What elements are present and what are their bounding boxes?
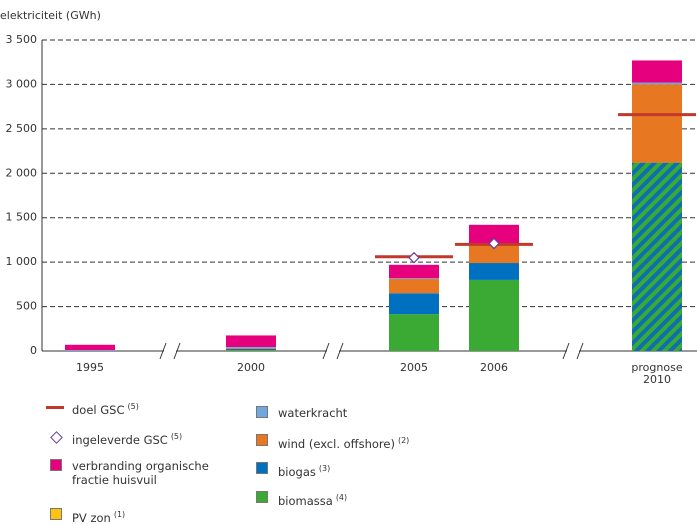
legend-note: (2) [397,436,410,445]
x-tick-label-line: prognose [631,361,682,374]
legend-swatch [256,406,268,418]
legend-swatch [50,508,62,520]
bar-segment [469,244,519,264]
legend-label: ingeleverde GSC [72,433,168,447]
legend-item: PV zon (1) [50,508,232,524]
legend-note: (4) [335,493,348,502]
bar-segment [632,82,682,85]
x-tick-label: prognose 2010 [631,361,682,386]
legend-item: doel GSC (5) [46,400,232,417]
legend-label: wind (excl. offshore) [278,437,395,451]
axis-break-gap [164,348,176,354]
legend-swatch [256,434,268,446]
legend-label: PV zon [72,511,111,524]
axis-break [336,342,344,360]
axis-break [576,342,584,360]
legend-note: (5) [127,402,139,411]
bar-segment [226,347,276,348]
legend-swatch [46,406,64,409]
delivered-marker [488,237,500,250]
x-tick-label: 2000 [237,361,265,374]
bar-segment [389,279,439,294]
legend-note: (3) [318,464,331,473]
legend-item: waterkracht [256,406,478,420]
bar-segment [226,348,276,351]
bar-segment [632,162,682,351]
bar-segment [469,224,519,244]
bar-segment [226,335,276,348]
axis-break [159,342,167,360]
bar-segment [226,347,276,349]
bar-segment [632,84,682,163]
legend-label: biogas [278,465,316,479]
axis-break-gap [567,348,579,354]
legend-note: (5) [170,432,183,441]
legend-label: waterkracht [278,406,348,420]
x-tick-label: 2006 [480,361,508,374]
y-tick-label: 3 500 [6,33,38,46]
y-tick-label: 500 [16,300,37,313]
legend-swatch [256,491,268,503]
bar-segment [65,344,115,351]
legend-note: (1) [113,510,126,519]
legend-swatch [50,431,63,444]
bar-segment [469,279,519,351]
bar-segment [389,293,439,315]
legend-item: ingeleverde GSC (5) [50,430,232,447]
y-tick-label: 1 000 [6,255,38,268]
legend-label: biomassa [278,494,333,508]
delivered-marker [408,251,420,264]
y-tick-label: 2 000 [6,166,38,179]
legend-item: biogas (3) [256,462,478,479]
legend-label: verbranding organische fractie huisvuil [72,459,209,487]
y-tick-label: 0 [30,344,37,357]
legend-label: doel GSC [72,403,125,417]
bar-segment [65,350,115,351]
legend-swatch [50,459,62,471]
legend-item: biomassa (4) [256,491,478,508]
y-tick-label: 1 500 [6,211,38,224]
x-tick-label: 2005 [400,361,428,374]
bar-segment [389,278,439,280]
bar-segment [469,263,519,280]
bar-segment [632,60,682,83]
axis-break [173,342,181,360]
bar-segment [389,264,439,279]
legend-swatch [256,462,268,474]
bar-segment [389,314,439,351]
axis-break [562,342,570,360]
axis-break-gap [327,348,339,354]
y-axis-label: elektriciteit (GWh) [0,9,101,22]
y-tick-label: 3 000 [6,77,38,90]
x-tick-label-line: 2010 [643,373,671,386]
chart: elektriciteit (GWh) 0 500 1 000 1 500 2 000 2… [0,9,697,386]
x-tick-label: 1995 [76,361,104,374]
legend-item: wind (excl. offshore) (2) [256,434,478,451]
legend-item: verbranding organische fractie huisvuil [50,459,237,487]
axis-break [322,342,330,360]
y-tick-label: 2 500 [6,122,38,135]
bar-segment [226,350,276,351]
